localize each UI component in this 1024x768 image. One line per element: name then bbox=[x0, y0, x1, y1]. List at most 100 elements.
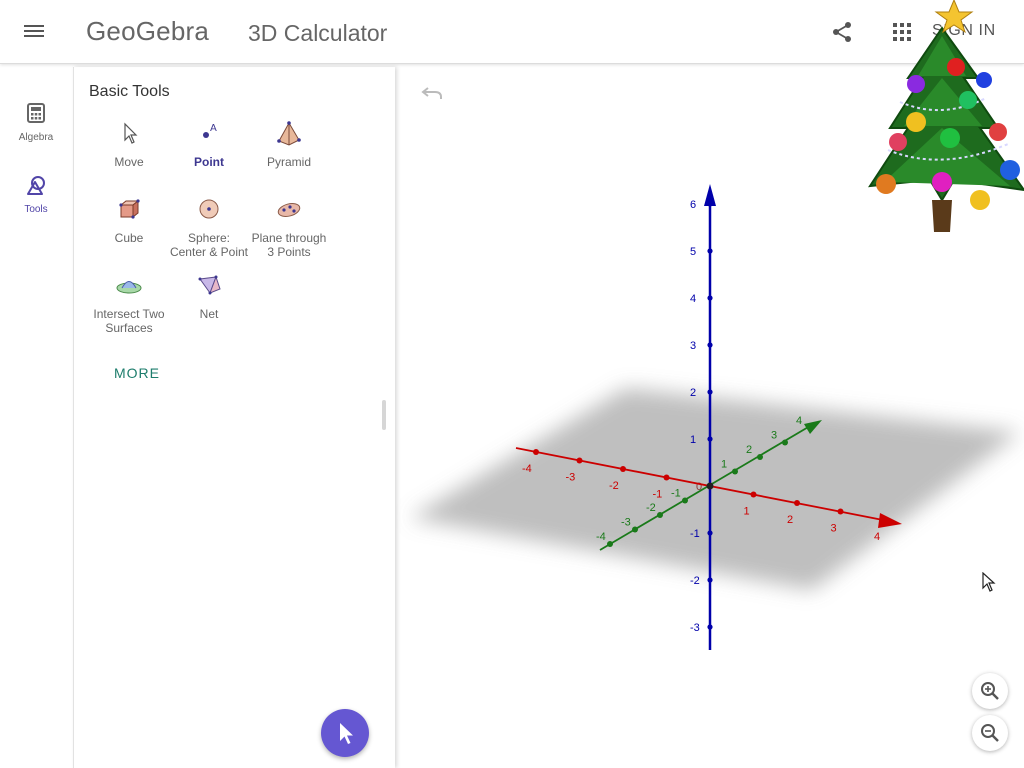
xy-plane bbox=[410, 388, 1020, 590]
z-axis-tick bbox=[707, 248, 713, 254]
x-axis-tick-label: -2 bbox=[609, 480, 619, 492]
y-axis-tick-label: -1 bbox=[671, 488, 681, 500]
z-axis-tick-label: -3 bbox=[690, 622, 700, 634]
plane-icon bbox=[277, 203, 301, 217]
y-axis-tick-label: -3 bbox=[621, 517, 631, 529]
x-axis-tick bbox=[533, 449, 539, 455]
x-axis-tick-label: -3 bbox=[566, 472, 576, 484]
x-axis-tick bbox=[837, 508, 844, 515]
y-axis-tick bbox=[682, 497, 688, 504]
tool-pyramid[interactable]: Pyramid bbox=[249, 119, 329, 169]
z-axis-tick bbox=[707, 577, 713, 583]
zoom-in-icon bbox=[981, 682, 999, 700]
tool-cube[interactable]: Cube bbox=[89, 195, 169, 245]
tool-net[interactable]: Net bbox=[169, 271, 249, 321]
rail-item-algebra[interactable]: Algebra bbox=[0, 103, 72, 143]
y-axis-tick bbox=[607, 541, 613, 547]
tool-label: Plane through 3 Points bbox=[251, 231, 327, 259]
svg-text:A: A bbox=[210, 123, 217, 134]
tool-label: Point bbox=[194, 155, 224, 169]
cube-icon bbox=[119, 199, 140, 219]
rail-label: Algebra bbox=[18, 132, 54, 143]
z-axis-tick-label: 6 bbox=[690, 199, 696, 211]
tool-intersect-surfaces[interactable]: Intersect Two Surfaces bbox=[89, 271, 169, 335]
graphics-3d-view[interactable]: -3 -2 -1 0 1 2 3 4 5 6 -4 -3 -2 -1 1 2 3 4 -4 -3 -2 -1 1 2 3 4 bbox=[396, 65, 1024, 768]
x-axis-tick-label: 1 bbox=[744, 506, 750, 518]
tool-label: Cube bbox=[114, 231, 144, 245]
z-axis-tick-label: -1 bbox=[690, 528, 700, 540]
tool-label: Sphere: Center & Point bbox=[169, 231, 249, 259]
tools-icon bbox=[27, 176, 45, 195]
pyramid-icon bbox=[277, 121, 301, 146]
move-tool-fab[interactable] bbox=[321, 709, 369, 757]
zoom-in-button[interactable] bbox=[972, 673, 1008, 709]
tools-panel: Basic Tools Move A Point Pyramid bbox=[73, 67, 395, 768]
net-icon bbox=[198, 275, 221, 295]
zoom-out-icon bbox=[981, 724, 999, 742]
sign-in-button[interactable]: SIGN IN bbox=[932, 22, 996, 39]
rail-label: Tools bbox=[24, 204, 48, 215]
side-rail: Algebra Tools bbox=[0, 65, 72, 768]
z-axis-arrow bbox=[704, 184, 716, 206]
undo-icon[interactable] bbox=[420, 83, 444, 103]
point-icon: A bbox=[203, 123, 217, 138]
y-axis-tick bbox=[782, 439, 788, 446]
cursor-arrow-icon bbox=[340, 723, 353, 744]
panel-title: Basic Tools bbox=[89, 83, 170, 100]
mouse-pointer-icon bbox=[982, 572, 996, 592]
x-axis-tick-label: -4 bbox=[522, 463, 532, 475]
y-axis-tick bbox=[732, 468, 738, 475]
tool-sphere[interactable]: Sphere: Center & Point bbox=[169, 195, 249, 259]
x-axis-tick bbox=[663, 474, 670, 481]
x-axis-tick-label: -1 bbox=[653, 489, 663, 501]
geogebra-logo[interactable]: GeoGebra bbox=[86, 16, 210, 46]
tool-label: Net bbox=[199, 307, 219, 321]
x-axis-tick-label: 4 bbox=[874, 531, 880, 543]
tool-label: Pyramid bbox=[266, 155, 311, 169]
y-axis-tick-label: 1 bbox=[721, 459, 727, 471]
z-axis-tick-label: 5 bbox=[690, 246, 696, 258]
origin-point bbox=[706, 482, 714, 490]
z-axis-tick bbox=[707, 436, 713, 442]
z-axis-tick bbox=[707, 342, 713, 348]
share-icon[interactable] bbox=[830, 20, 854, 44]
y-axis-tick bbox=[757, 454, 763, 460]
tool-point[interactable]: A Point bbox=[169, 119, 249, 169]
panel-resize-handle[interactable] bbox=[382, 400, 386, 430]
more-tools-button[interactable]: MORE bbox=[114, 365, 160, 381]
z-axis-tick-label: 0 bbox=[696, 481, 702, 493]
y-axis-tick-label: -4 bbox=[596, 531, 606, 543]
intersect-icon bbox=[116, 281, 142, 294]
x-axis-tick bbox=[881, 517, 887, 523]
y-axis-tick bbox=[632, 526, 638, 533]
x-axis-tick-label: 3 bbox=[831, 523, 837, 535]
z-axis-tick-label: 3 bbox=[690, 340, 696, 352]
top-app-bar: GeoGebra 3D Calculator SIGN IN bbox=[0, 0, 1024, 64]
z-axis-tick-label: 1 bbox=[690, 434, 696, 446]
tool-move[interactable]: Move bbox=[89, 119, 169, 169]
z-axis-tick bbox=[707, 530, 713, 536]
z-axis-tick-label: 2 bbox=[690, 387, 696, 399]
x-axis-tick-label: 2 bbox=[787, 514, 793, 526]
app-title: 3D Calculator bbox=[248, 20, 388, 46]
y-axis-tick-label: 2 bbox=[746, 444, 752, 456]
z-axis-tick bbox=[707, 624, 713, 630]
tool-plane[interactable]: Plane through 3 Points bbox=[249, 195, 329, 259]
zoom-out-button[interactable] bbox=[972, 715, 1008, 751]
sphere-icon bbox=[199, 199, 219, 219]
x-axis-tick bbox=[620, 466, 626, 472]
tool-label: Move bbox=[114, 155, 144, 169]
hamburger-menu-icon[interactable] bbox=[24, 22, 48, 42]
z-axis-tick bbox=[707, 201, 713, 207]
x-axis-tick bbox=[794, 500, 800, 506]
calculator-icon bbox=[27, 103, 45, 123]
apps-grid-icon[interactable] bbox=[890, 20, 914, 44]
rail-item-tools[interactable]: Tools bbox=[0, 175, 72, 215]
x-axis-arrow bbox=[878, 513, 902, 528]
y-axis-tick-label: -2 bbox=[646, 502, 656, 514]
z-axis-tick bbox=[707, 295, 713, 301]
z-axis-tick-label: -2 bbox=[690, 575, 700, 587]
z-axis-tick bbox=[707, 389, 713, 395]
